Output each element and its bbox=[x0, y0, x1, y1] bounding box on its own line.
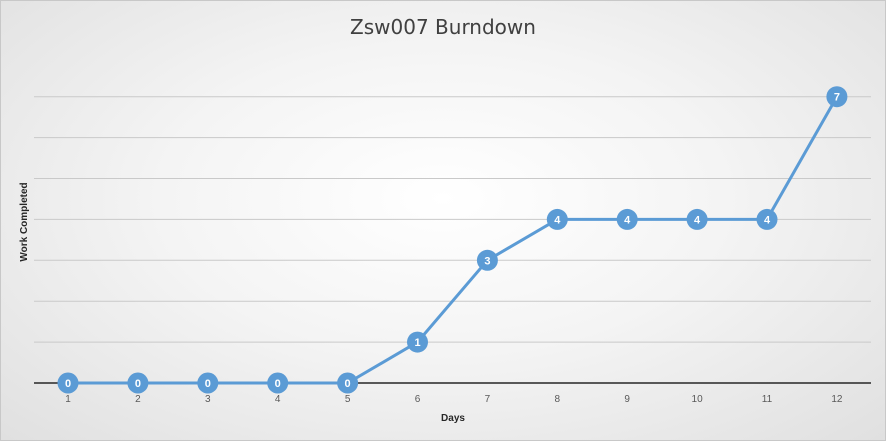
x-tick-label: 12 bbox=[831, 394, 843, 405]
data-label: 0 bbox=[65, 378, 71, 390]
x-tick-label: 8 bbox=[555, 394, 561, 405]
data-label: 3 bbox=[484, 255, 490, 267]
gridlines bbox=[34, 96, 871, 343]
data-label: 7 bbox=[834, 92, 840, 104]
data-label: 4 bbox=[554, 214, 561, 226]
data-point bbox=[57, 372, 79, 394]
data-point bbox=[267, 372, 289, 394]
x-tick-label: 3 bbox=[205, 394, 211, 405]
x-tick-label: 7 bbox=[485, 394, 491, 405]
series-line bbox=[68, 95, 839, 385]
data-point bbox=[337, 372, 359, 394]
x-tick-label: 2 bbox=[135, 394, 141, 405]
data-label: 1 bbox=[414, 337, 420, 349]
data-label: 0 bbox=[345, 378, 351, 390]
data-point bbox=[407, 331, 428, 353]
data-label: 4 bbox=[694, 214, 701, 226]
x-tick-label: 11 bbox=[762, 394, 773, 405]
x-axis-title: Days bbox=[441, 413, 465, 424]
x-tick-label: 6 bbox=[415, 394, 421, 405]
data-label: 0 bbox=[275, 378, 281, 390]
x-tick-label: 4 bbox=[275, 394, 281, 405]
x-tick-label: 10 bbox=[692, 394, 704, 405]
data-point bbox=[546, 208, 568, 230]
data-point bbox=[616, 208, 638, 230]
y-axis-title: Work Completed bbox=[19, 182, 30, 261]
data-point bbox=[826, 86, 848, 108]
data-points: 0 0 0 0 0 1 3 4 4 4 4 7 bbox=[57, 86, 848, 394]
data-point bbox=[686, 208, 708, 230]
data-point bbox=[127, 372, 149, 394]
x-tick-label: 1 bbox=[65, 394, 71, 405]
x-tick-label: 9 bbox=[624, 394, 630, 405]
chart-title: Zsw007 Burndown bbox=[350, 15, 536, 39]
data-label: 0 bbox=[205, 378, 211, 390]
x-tick-labels: 1 2 3 4 5 6 7 8 9 10 11 12 bbox=[65, 394, 843, 405]
data-label: 4 bbox=[624, 214, 631, 226]
data-point bbox=[197, 372, 219, 394]
data-label: 0 bbox=[135, 378, 141, 390]
data-point bbox=[756, 208, 778, 230]
data-point bbox=[476, 249, 498, 271]
x-tick-label: 5 bbox=[345, 394, 351, 405]
data-label: 4 bbox=[764, 214, 771, 226]
